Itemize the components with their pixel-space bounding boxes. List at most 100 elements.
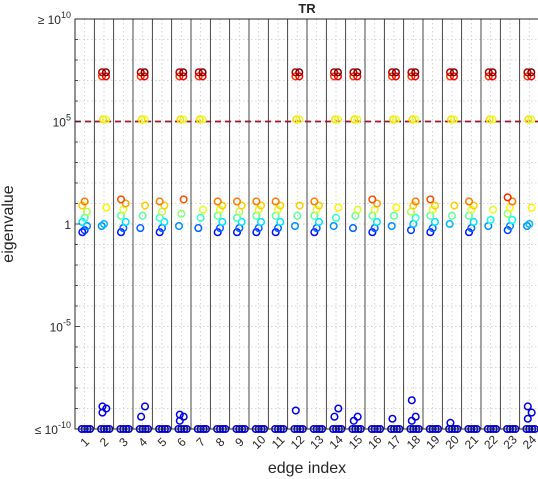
data-point — [446, 418, 455, 427]
y-tick-label: ≥ 1010 — [38, 10, 71, 27]
data-point — [488, 205, 498, 214]
data-point — [160, 217, 169, 226]
y-tick-label: ≤ 10-10 — [35, 420, 71, 437]
data-point — [295, 68, 304, 77]
data-point — [527, 115, 536, 124]
data-point — [136, 224, 145, 233]
data-point — [372, 199, 382, 208]
data-point — [295, 201, 304, 210]
data-point — [174, 222, 184, 231]
data-point — [503, 193, 512, 202]
data-point — [387, 222, 396, 231]
y-tick-label: 105 — [53, 113, 71, 130]
data-point — [389, 211, 399, 220]
data-point — [426, 195, 435, 204]
data-point — [449, 68, 458, 77]
data-point — [348, 224, 358, 233]
data-point — [330, 115, 340, 124]
data-point — [213, 228, 222, 237]
data-point — [276, 201, 285, 210]
data-point — [215, 205, 225, 214]
x-tick-label: 7 — [194, 435, 209, 450]
data-point — [252, 197, 261, 206]
data-point — [464, 228, 474, 237]
data-point — [527, 408, 536, 417]
data-point — [256, 217, 266, 226]
data-point — [256, 201, 266, 210]
data-point — [82, 207, 92, 216]
data-point — [388, 414, 397, 423]
data-point — [334, 203, 343, 212]
data-point — [194, 224, 203, 233]
x-tick-label: 5 — [155, 435, 170, 450]
data-point — [232, 197, 242, 206]
data-point — [310, 197, 319, 206]
x-tick-label: 15 — [346, 432, 366, 452]
data-point — [486, 215, 495, 224]
data-point — [78, 201, 87, 210]
data-point — [98, 402, 107, 411]
x-tick-label: 18 — [404, 432, 424, 452]
data-point — [407, 396, 416, 405]
data-point — [524, 115, 533, 124]
data-point — [411, 115, 420, 124]
data-point — [469, 217, 478, 226]
data-point — [446, 68, 455, 77]
data-point — [525, 219, 534, 229]
data-point — [485, 115, 494, 124]
x-tick-label: 16 — [365, 432, 385, 452]
data-point — [80, 197, 89, 206]
data-point — [179, 115, 188, 124]
data-point — [273, 205, 283, 214]
y-axis-label: eigenvalue — [0, 185, 17, 263]
data-point — [213, 197, 222, 206]
data-point — [368, 228, 377, 237]
y-tick-label: 1 — [64, 218, 71, 232]
data-point — [194, 68, 203, 77]
data-point — [292, 115, 301, 124]
data-point — [195, 115, 204, 124]
data-point — [329, 222, 338, 231]
data-point — [176, 115, 185, 124]
data-point — [140, 115, 149, 124]
data-point — [353, 205, 362, 214]
data-point — [430, 201, 440, 210]
data-point — [392, 203, 401, 212]
data-point — [430, 217, 440, 226]
data-point — [353, 412, 362, 421]
data-point — [350, 115, 359, 124]
x-tick-label: 22 — [481, 432, 501, 452]
data-point — [330, 412, 339, 421]
x-tick-label: 17 — [384, 432, 404, 452]
data-point — [391, 115, 400, 124]
x-tick-label: 3 — [116, 435, 131, 450]
data-point — [508, 197, 517, 206]
data-point — [140, 201, 150, 210]
data-point — [407, 68, 416, 77]
data-point — [137, 412, 146, 421]
data-point — [140, 68, 149, 77]
data-point — [198, 115, 207, 124]
data-point — [237, 201, 246, 210]
data-point — [179, 195, 188, 204]
data-point — [411, 197, 420, 206]
data-point — [368, 195, 377, 204]
data-point — [237, 217, 246, 226]
data-point — [101, 115, 110, 124]
data-point — [484, 68, 493, 77]
data-point — [218, 217, 227, 226]
data-point — [450, 201, 459, 210]
x-tick-label: 9 — [232, 435, 247, 450]
data-point — [290, 222, 300, 231]
data-point — [80, 226, 89, 235]
data-point — [353, 115, 362, 124]
data-point — [426, 228, 435, 237]
data-point — [488, 115, 497, 124]
data-point — [446, 115, 456, 124]
data-point — [179, 412, 188, 421]
data-point — [388, 68, 397, 77]
data-point — [116, 228, 126, 237]
data-point — [333, 115, 342, 124]
data-point — [411, 213, 420, 222]
